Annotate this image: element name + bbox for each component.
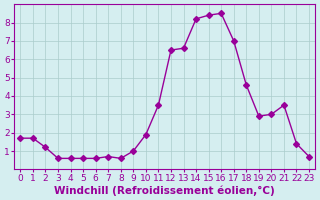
X-axis label: Windchill (Refroidissement éolien,°C): Windchill (Refroidissement éolien,°C)	[54, 185, 275, 196]
